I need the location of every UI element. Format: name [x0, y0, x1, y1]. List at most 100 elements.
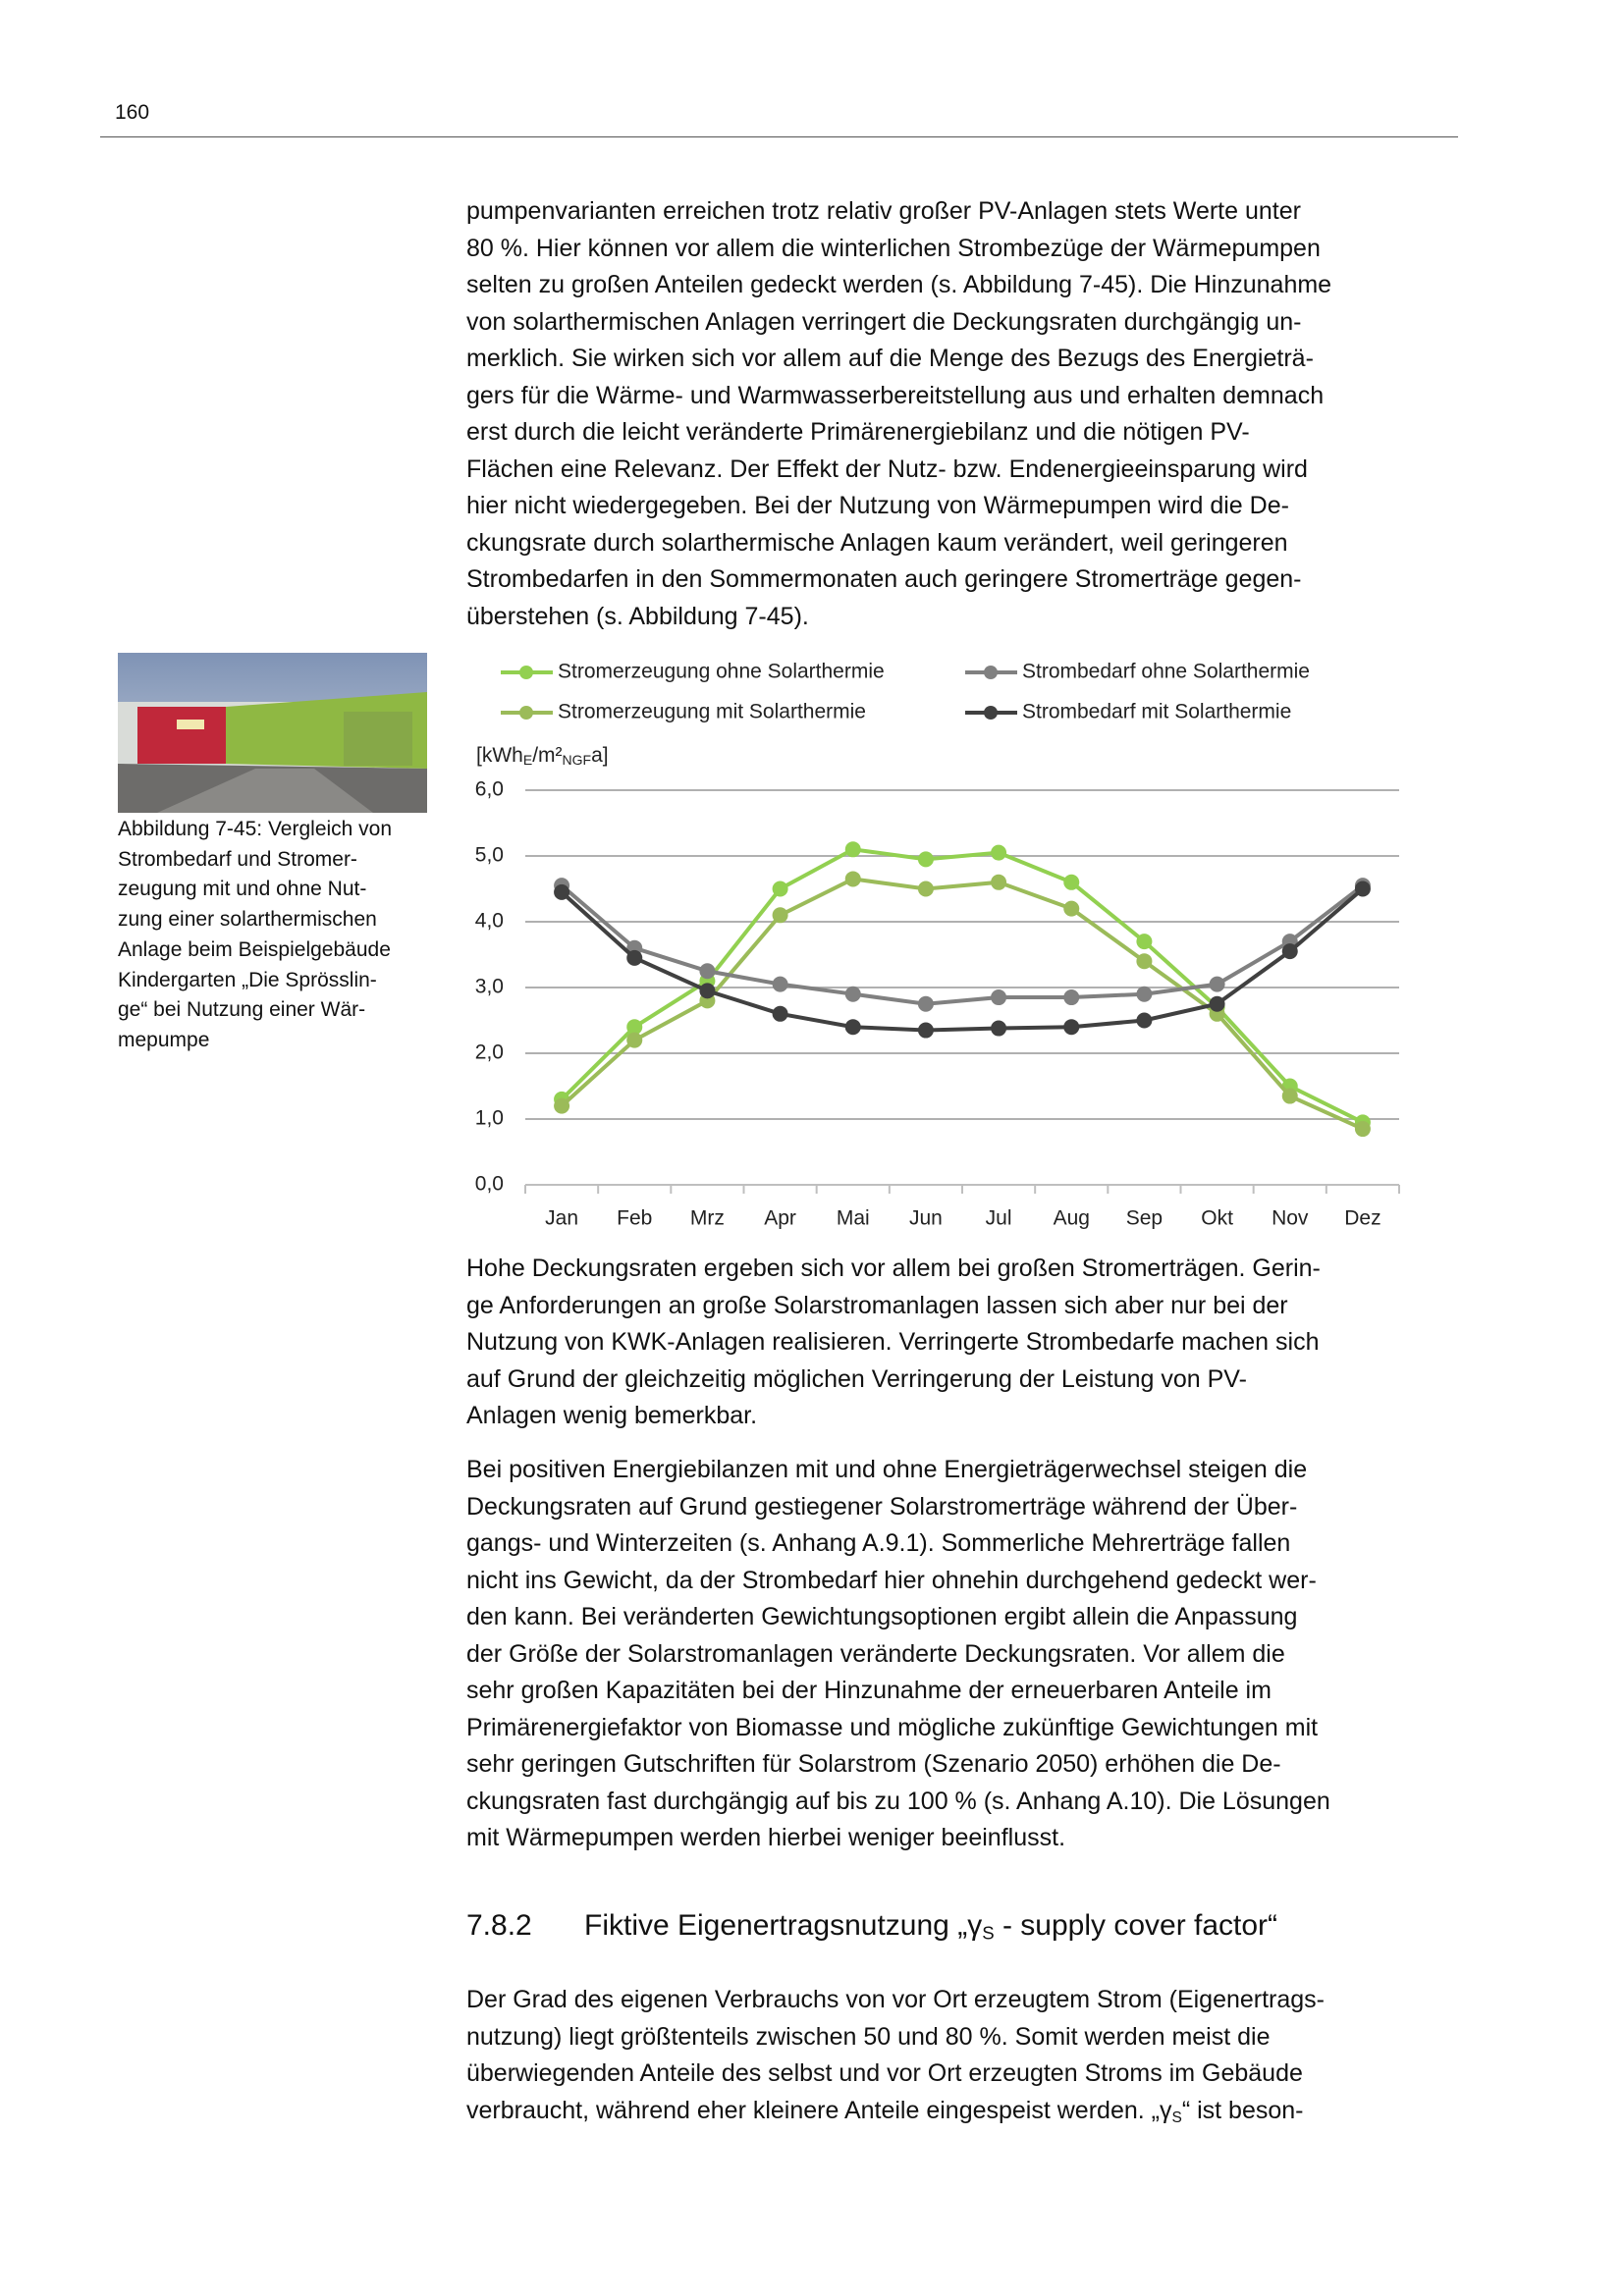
body-text-line: Der Grad des eigenen Verbrauchs von vor …: [466, 1986, 1326, 2013]
y-tick-label: 4,0: [475, 910, 504, 933]
legend-label: Stromerzeugung ohne Solarthermie: [558, 661, 885, 683]
x-tick-label: Apr: [764, 1207, 796, 1230]
text-run: Fiktive Eigenertragsnutzung „γ: [584, 1909, 983, 1942]
x-tick-label: Jan: [545, 1207, 578, 1230]
x-tick-label: Okt: [1201, 1207, 1233, 1230]
data-point: [917, 1022, 934, 1039]
section-title: Fiktive Eigenertragsnutzung „γS - supply…: [584, 1911, 1277, 1943]
body-text-line: mit Wärmepumpen werden hierbei weniger b…: [466, 1824, 1066, 1851]
body-text-line: Strombedarfen in den Sommermonaten auch …: [466, 565, 1302, 593]
series-line: [560, 883, 1365, 1006]
body-text-line: nicht ins Gewicht, da der Strombedarf hi…: [466, 1566, 1317, 1594]
x-tick-label: Jul: [986, 1207, 1012, 1230]
series-line: [560, 877, 1364, 1131]
legend-marker: [984, 706, 998, 720]
legend-marker: [519, 706, 533, 720]
data-point: [1063, 989, 1080, 1006]
data-point: [626, 1032, 643, 1048]
body-text-line: auf Grund der gleichzeitig möglichen Ver…: [466, 1364, 1247, 1393]
data-point: [991, 874, 1007, 890]
data-point: [917, 995, 934, 1012]
data-point: [844, 1019, 861, 1036]
data-point: [1136, 934, 1153, 950]
y-tick-label: 6,0: [475, 778, 504, 801]
body-text-line: Primärenergiefaktor von Biomasse und mög…: [466, 1713, 1319, 1741]
data-point: [1209, 995, 1225, 1012]
body-text-line: 80 %. Hier können vor allem die winterli…: [466, 234, 1321, 262]
data-point: [1354, 881, 1371, 897]
section-number: 7.8.2: [466, 1909, 532, 1942]
legend-label: Strombedarf mit Solarthermie: [1022, 701, 1291, 723]
subscript: E: [523, 752, 532, 768]
legend-marker: [984, 666, 998, 679]
chart: [kWhE/m²NGFa] 0,0 1,0 2,0 3,0 4,0 5,0 6,0 Jan Feb…: [475, 661, 1400, 1230]
y-tick-label: 2,0: [475, 1041, 504, 1064]
legend-marker: [519, 666, 533, 679]
data-point: [554, 1097, 570, 1114]
text-run: /m²: [532, 744, 562, 767]
data-point: [991, 844, 1007, 861]
data-point: [1063, 874, 1080, 890]
body-text-line: Hohe Deckungsraten ergeben sich vor alle…: [466, 1255, 1321, 1282]
data-point: [844, 841, 861, 858]
y-tick-label: 5,0: [475, 844, 504, 867]
data-point: [772, 907, 788, 924]
body-text-line: den kann. Bei veränderten Gewichtungsopt…: [466, 1603, 1298, 1630]
data-point: [1063, 900, 1080, 917]
data-point: [1281, 1088, 1298, 1104]
body-text-line: von solarthermischen Anlagen verringert …: [466, 307, 1302, 336]
x-tick-label: Sep: [1126, 1207, 1163, 1230]
page-number: 160: [115, 101, 150, 124]
subscript: NGF: [563, 752, 592, 768]
body-text-line: Bei positiven Energiebilanzen mit und oh…: [466, 1456, 1308, 1483]
text-run: [kWh: [476, 744, 523, 767]
body-text-line: überwiegenden Anteile des selbst und vor…: [466, 2059, 1303, 2087]
data-point: [626, 949, 643, 966]
x-tick-label: Nov: [1272, 1207, 1309, 1230]
y-tick-label: 1,0: [475, 1107, 504, 1130]
y-axis-label: [kWhE/m²NGFa]: [476, 744, 609, 768]
x-tick-label: Aug: [1054, 1207, 1090, 1230]
body-text-line: ckungsraten fast durchgängig auf bis zu …: [466, 1787, 1330, 1815]
data-point: [844, 986, 861, 1002]
x-tick-label: Feb: [617, 1207, 652, 1230]
text-run: a]: [591, 744, 609, 767]
subscript: S: [1171, 2109, 1182, 2126]
data-point: [1136, 953, 1153, 970]
x-tick-label: Jun: [909, 1207, 943, 1230]
data-point: [772, 881, 788, 897]
data-point: [844, 871, 861, 887]
data-point: [1281, 943, 1298, 960]
data-point: [699, 983, 716, 999]
text-run: “ ist beson-: [1181, 2096, 1304, 2124]
text-run: - supply cover factor“: [994, 1909, 1278, 1942]
body-text-line: sehr geringen Gutschriften für Solarstro…: [466, 1750, 1281, 1778]
data-point: [772, 1005, 788, 1022]
data-point: [626, 1019, 643, 1036]
legend-label: Strombedarf ohne Solarthermie: [1022, 661, 1310, 683]
body-text-line: der Größe der Solarstromanlagen veränder…: [466, 1639, 1285, 1668]
body-text-line: verbraucht, während eher kleinere Anteil…: [466, 2096, 1304, 2126]
body-text-line: Deckungsraten auf Grund gestiegener Sola…: [466, 1492, 1298, 1521]
figure-caption-line: ge“ bei Nutzung einer Wär-: [118, 998, 366, 1022]
body-text-line: pumpenvarianten erreichen trotz relativ …: [466, 197, 1301, 225]
legend-label: Stromerzeugung mit Solarthermie: [558, 701, 866, 723]
x-tick-label: Mrz: [690, 1207, 725, 1230]
data-point: [772, 976, 788, 992]
data-point: [1063, 1019, 1080, 1036]
figure-caption-line: zung einer solarthermischen: [118, 908, 377, 932]
series-line: [560, 886, 1365, 1033]
body-text-line: merklich. Sie wirken sich vor allem auf …: [466, 345, 1314, 372]
body-text-line: gangs- und Winterzeiten (s. Anhang A.9.1…: [466, 1529, 1291, 1557]
data-point: [1136, 986, 1153, 1002]
figure-caption-line: Abbildung 7-45: Vergleich von: [118, 818, 393, 840]
x-tick-label: Mai: [837, 1207, 870, 1230]
figure-caption-line: Kindergarten „Die Sprösslin-: [118, 968, 377, 991]
figure-caption-line: Anlage beim Beispielgebäude: [118, 937, 391, 961]
body-text-line: nutzung) liegt größtenteils zwischen 50 …: [466, 2022, 1271, 2051]
data-point: [1354, 1121, 1371, 1138]
figure-caption-line: zeugung mit und ohne Nut-: [118, 878, 367, 901]
header-rule: [100, 136, 1458, 137]
body-text-line: ge Anforderungen an große Solarstromanla…: [466, 1291, 1288, 1319]
data-point: [917, 881, 934, 897]
